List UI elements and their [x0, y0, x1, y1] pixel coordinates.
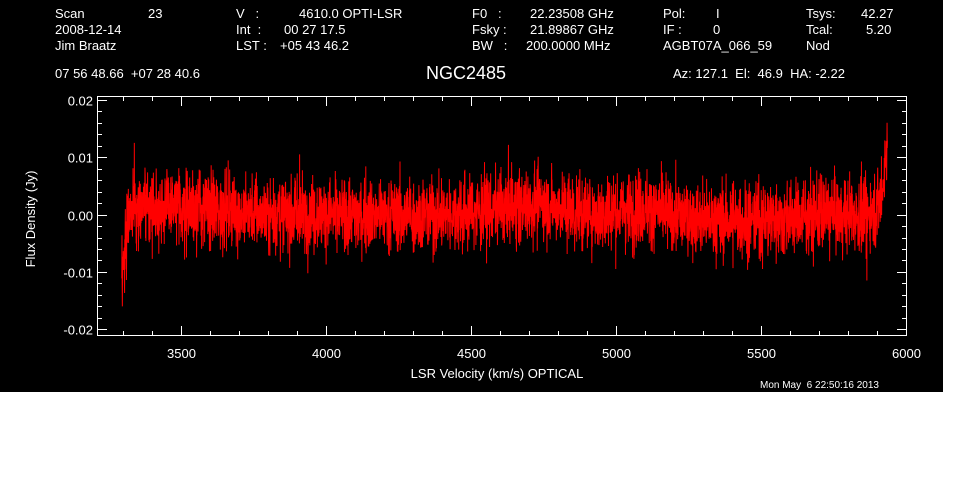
y-tick-label: 0.01 [68, 151, 93, 166]
velocity-value: 4610.0 OPTI-LSR [299, 6, 403, 21]
x-tick-label: 5000 [602, 346, 631, 361]
sky-frequency-label: Fsky : [472, 22, 507, 37]
integration-value: 00 27 17.5 [284, 22, 346, 37]
y-tick-label: 0.02 [68, 94, 93, 109]
plot-frame [97, 96, 907, 336]
y-axis-label: Flux Density (Jy) [23, 171, 38, 268]
y-tick-label: -0.01 [63, 266, 93, 281]
plot-panel: Scan 23 2008-12-14 Jim Braatz V : 4610.0… [0, 0, 943, 392]
if-value: 0 [713, 22, 721, 37]
lst-value: +05 43 46.2 [280, 38, 350, 53]
x-axis-label: LSR Velocity (km/s) OPTICAL [411, 366, 584, 381]
y-tick-label: -0.02 [63, 323, 93, 338]
x-tick-label: 6000 [892, 346, 921, 361]
plot-timestamp: Mon May 6 22:50:16 2013 [760, 380, 879, 391]
procedure-name: Nod [806, 38, 830, 53]
spectrum-layer [121, 122, 888, 307]
tcal-value: 5.20 [866, 22, 892, 37]
x-tick-label: 5500 [747, 346, 776, 361]
lst-label: LST : [236, 38, 271, 53]
axis-layer: 3500 4000 4500 5000 5500 6000 -0.02 -0.01 0.00 0.… [63, 94, 921, 362]
x-tick-label: 3500 [167, 346, 196, 361]
tsys-value: 42.27 [861, 6, 894, 21]
source-coordinates: 07 56 48.66 +07 28 40.6 [55, 66, 200, 81]
spectrum-trace [121, 122, 888, 307]
bandwidth-value: 200.0000 MHz [526, 38, 611, 53]
pointing-info: Az: 127.1 El: 46.9 HA: -2.22 [673, 66, 845, 81]
rest-frequency-label: F0 : [472, 6, 502, 21]
tsys-label: Tsys: [806, 6, 836, 21]
polarization-label: Pol: [663, 6, 686, 21]
x-tick-label: 4500 [457, 346, 486, 361]
rest-frequency-value: 22.23508 GHz [530, 6, 614, 21]
observation-date: 2008-12-14 [55, 22, 122, 37]
scan-value: 23 [148, 6, 163, 21]
sky-frequency-value: 21.89867 GHz [530, 22, 614, 37]
project-id: AGBT07A_066_59 [663, 38, 773, 53]
y-tick-label: 0.00 [68, 209, 93, 224]
tcal-label: Tcal: [806, 22, 833, 37]
spectrum-plot: 3500 4000 4500 5000 5500 6000 -0.02 -0.01 0.00 0.… [23, 94, 921, 382]
velocity-label: V : [236, 6, 260, 21]
if-label: IF : [663, 22, 682, 37]
observer-name: Jim Braatz [55, 38, 117, 53]
integration-label: Int : [236, 22, 262, 37]
bandwidth-label: BW : [472, 38, 508, 53]
scan-label: Scan [55, 6, 85, 21]
polarization-value: I [716, 6, 720, 21]
x-tick-label: 4000 [312, 346, 341, 361]
source-name: NGC2485 [426, 63, 507, 83]
